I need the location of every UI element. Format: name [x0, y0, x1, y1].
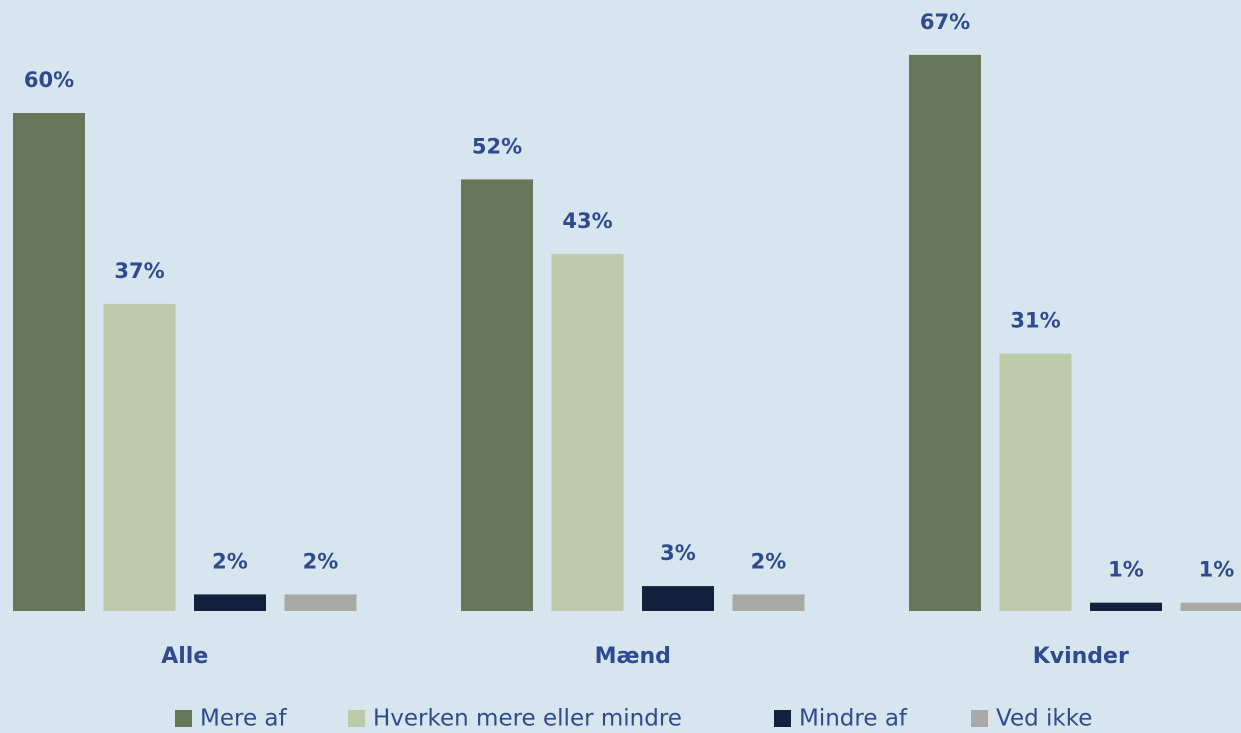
bar	[999, 353, 1072, 611]
bar	[461, 179, 533, 611]
value-label: 52%	[472, 134, 522, 158]
value-label: 1%	[1199, 558, 1235, 582]
legend-swatch	[774, 710, 791, 727]
category-label: Kvinder	[1033, 644, 1129, 669]
value-label: 2%	[751, 549, 787, 573]
bar	[13, 113, 85, 611]
legend-label: Hverken mere eller mindre	[373, 706, 682, 732]
bar	[284, 594, 357, 611]
legend-swatch	[348, 710, 365, 727]
category-label: Mænd	[595, 644, 671, 669]
value-label: 3%	[660, 541, 696, 565]
legend-label: Mere af	[200, 706, 288, 732]
value-label: 2%	[303, 549, 339, 573]
value-label: 67%	[920, 10, 970, 34]
bar	[1090, 602, 1162, 611]
bar	[1180, 602, 1241, 611]
legend-swatch	[971, 710, 988, 727]
value-label: 1%	[1108, 558, 1144, 582]
bar	[732, 594, 805, 611]
category-label: Alle	[161, 644, 208, 669]
value-label: 37%	[114, 259, 164, 283]
bar	[194, 594, 266, 611]
bar	[642, 586, 714, 611]
bar	[909, 54, 981, 611]
legend-swatch	[175, 710, 192, 727]
bar	[551, 254, 624, 611]
value-label: 60%	[24, 68, 74, 92]
legend-label: Ved ikke	[996, 706, 1092, 732]
value-label: 31%	[1010, 309, 1060, 333]
value-label: 2%	[212, 549, 248, 573]
value-label: 43%	[562, 209, 612, 233]
bar	[103, 303, 176, 611]
legend-label: Mindre af	[799, 706, 908, 732]
